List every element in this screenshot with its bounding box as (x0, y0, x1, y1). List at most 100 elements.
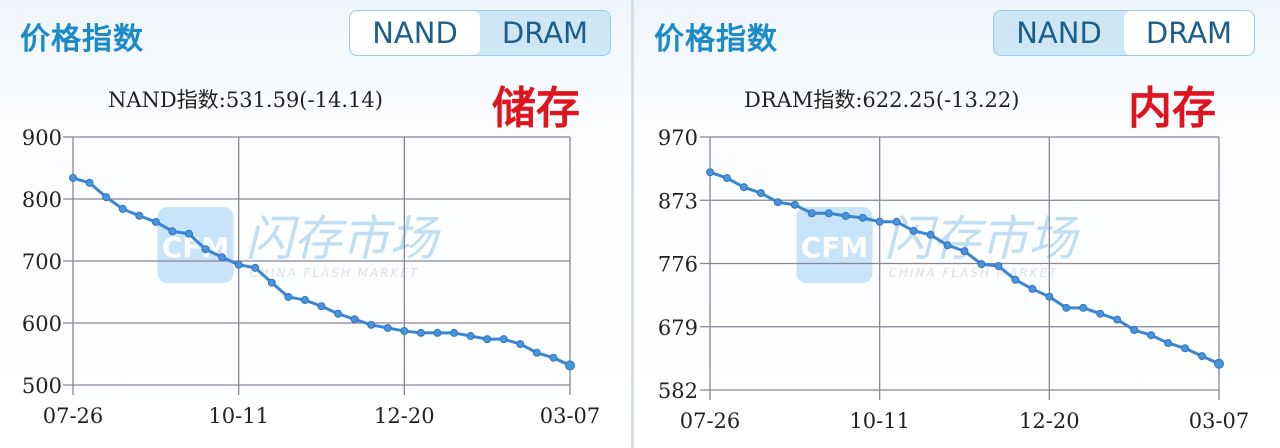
watermark-cn: 闪存市场 (245, 211, 441, 267)
data-point[interactable] (450, 328, 459, 337)
data-point[interactable] (383, 323, 392, 332)
y-tick-label: 679 (658, 316, 698, 340)
data-point[interactable] (549, 353, 558, 362)
y-tick-label: 700 (22, 250, 62, 274)
data-point[interactable] (1045, 292, 1054, 301)
data-point[interactable] (334, 309, 343, 318)
data-point[interactable] (977, 260, 986, 269)
data-point[interactable] (943, 241, 952, 250)
data-point[interactable] (184, 229, 193, 238)
watermark-en: CHINA FLASH MARKET (889, 266, 1059, 280)
data-point[interactable] (85, 178, 94, 187)
data-point[interactable] (960, 247, 969, 256)
data-point[interactable] (102, 193, 111, 202)
x-tick-label: 12-20 (374, 404, 435, 428)
data-point[interactable] (234, 260, 243, 269)
data-point[interactable] (1062, 303, 1071, 312)
data-point[interactable] (466, 332, 475, 341)
data-point[interactable] (416, 328, 425, 337)
category-tag: 储存 (492, 83, 580, 134)
data-point[interactable] (756, 189, 765, 198)
data-point[interactable] (773, 198, 782, 207)
y-tick-label: 600 (22, 312, 62, 336)
data-point[interactable] (1096, 309, 1105, 318)
y-tick-label: 500 (22, 374, 62, 398)
chart-subtitle: DRAM指数:622.25(-13.22) (744, 88, 1020, 112)
data-point[interactable] (151, 217, 160, 226)
data-point[interactable] (317, 302, 326, 311)
data-point[interactable] (135, 211, 144, 220)
data-point[interactable] (824, 209, 833, 218)
data-point[interactable] (201, 245, 210, 254)
y-tick-label: 800 (22, 188, 62, 212)
category-tag: 内存 (1128, 83, 1216, 134)
data-point[interactable] (1079, 303, 1088, 312)
data-point[interactable] (909, 226, 918, 235)
watermark-en: CHINA FLASH MARKET (249, 266, 419, 280)
data-point[interactable] (892, 217, 901, 226)
data-point[interactable] (739, 183, 748, 192)
nand-panel: 价格指数 NAND DRAM NAND指数:531.59(-14.14) 储存 … (0, 0, 631, 448)
data-point[interactable] (367, 320, 376, 329)
data-point[interactable] (994, 262, 1003, 271)
x-tick-label: 10-11 (208, 404, 269, 428)
index-toggle: NAND DRAM (993, 10, 1255, 56)
x-tick-label: 07-26 (43, 404, 104, 428)
toggle-nand[interactable]: NAND (1016, 16, 1102, 50)
data-point[interactable] (875, 217, 884, 226)
data-point[interactable] (841, 211, 850, 220)
data-point[interactable] (433, 328, 442, 337)
data-point[interactable] (926, 230, 935, 239)
data-point[interactable] (1011, 275, 1020, 284)
data-point[interactable] (251, 263, 260, 272)
index-toggle: NAND DRAM (349, 10, 611, 56)
data-point[interactable] (69, 173, 77, 182)
data-point[interactable] (1028, 284, 1037, 293)
x-tick-label: 10-11 (849, 409, 910, 433)
dram-panel: 价格指数 NAND DRAM DRAM指数:622.25(-13.22) 内存 … (634, 0, 1280, 448)
data-point[interactable] (1130, 326, 1139, 335)
data-point[interactable] (706, 168, 714, 177)
data-point[interactable] (267, 278, 276, 287)
panel-title: 价格指数 (20, 22, 144, 57)
y-tick-label: 970 (658, 126, 698, 150)
x-tick-label: 07-26 (680, 409, 741, 433)
data-point[interactable] (483, 335, 492, 344)
data-point[interactable] (565, 360, 575, 371)
data-point[interactable] (350, 315, 359, 324)
data-point[interactable] (499, 335, 508, 344)
x-tick-label: 12-20 (1019, 409, 1080, 433)
toggle-dram[interactable]: DRAM (1124, 11, 1254, 55)
panel-title: 价格指数 (654, 22, 778, 57)
data-point[interactable] (1181, 344, 1190, 353)
data-point[interactable] (790, 200, 799, 209)
data-point[interactable] (1164, 339, 1173, 348)
y-tick-label: 873 (658, 189, 698, 213)
data-point[interactable] (807, 209, 816, 218)
data-point[interactable] (1198, 352, 1207, 361)
panel-divider (631, 0, 634, 448)
data-point[interactable] (168, 227, 177, 236)
data-point[interactable] (1214, 358, 1224, 369)
toggle-dram[interactable]: DRAM (501, 16, 589, 50)
data-point[interactable] (516, 340, 525, 349)
x-tick-label: 03-07 (540, 404, 601, 428)
data-point[interactable] (118, 204, 127, 213)
data-point[interactable] (218, 253, 227, 262)
y-tick-label: 900 (22, 126, 62, 150)
data-point[interactable] (300, 296, 309, 305)
data-point[interactable] (400, 327, 409, 336)
data-point[interactable] (284, 292, 293, 301)
data-point[interactable] (532, 348, 541, 357)
data-point[interactable] (858, 213, 867, 222)
data-point[interactable] (1113, 315, 1122, 324)
y-tick-label: 776 (658, 253, 698, 277)
data-point[interactable] (1147, 331, 1156, 340)
y-tick-label: 582 (658, 379, 698, 403)
toggle-nand[interactable]: NAND (350, 11, 480, 55)
data-point[interactable] (722, 174, 731, 183)
